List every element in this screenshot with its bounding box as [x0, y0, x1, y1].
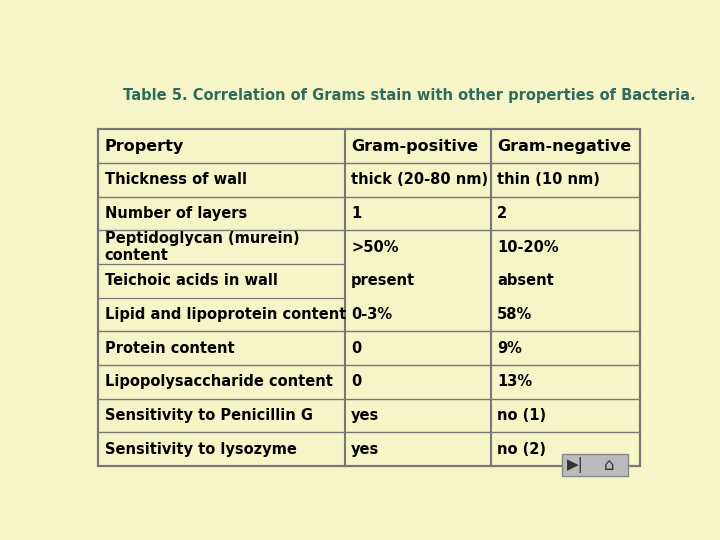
- Text: no (1): no (1): [498, 408, 546, 423]
- Text: 0: 0: [351, 374, 361, 389]
- Text: Sensitivity to Penicillin G: Sensitivity to Penicillin G: [105, 408, 313, 423]
- Text: Thickness of wall: Thickness of wall: [105, 172, 247, 187]
- Text: Lipid and lipoprotein content: Lipid and lipoprotein content: [105, 307, 346, 322]
- Text: thin (10 nm): thin (10 nm): [498, 172, 600, 187]
- Text: no (2): no (2): [498, 442, 546, 457]
- Text: 0: 0: [351, 341, 361, 356]
- Text: Table 5. Correlation of Grams stain with other properties of Bacteria.: Table 5. Correlation of Grams stain with…: [124, 87, 696, 103]
- Text: absent: absent: [498, 273, 554, 288]
- Text: yes: yes: [351, 408, 379, 423]
- Text: 2: 2: [498, 206, 508, 221]
- Text: Lipopolysaccharide content: Lipopolysaccharide content: [105, 374, 333, 389]
- Text: Gram-positive: Gram-positive: [351, 139, 478, 153]
- Text: Gram-negative: Gram-negative: [498, 139, 631, 153]
- Text: ▶|: ▶|: [567, 457, 584, 473]
- Text: ⌂: ⌂: [603, 456, 614, 474]
- Text: present: present: [351, 273, 415, 288]
- Text: 1: 1: [351, 206, 361, 221]
- Text: Teichoic acids in wall: Teichoic acids in wall: [105, 273, 278, 288]
- Polygon shape: [99, 129, 639, 466]
- Text: yes: yes: [351, 442, 379, 457]
- Text: 9%: 9%: [498, 341, 522, 356]
- Text: Number of layers: Number of layers: [105, 206, 247, 221]
- Text: 13%: 13%: [498, 374, 532, 389]
- Text: 58%: 58%: [498, 307, 533, 322]
- Text: 0-3%: 0-3%: [351, 307, 392, 322]
- Text: 10-20%: 10-20%: [498, 240, 559, 255]
- Text: >50%: >50%: [351, 240, 399, 255]
- Text: Peptidoglycan (murein)
content: Peptidoglycan (murein) content: [105, 231, 300, 264]
- Text: thick (20-80 nm): thick (20-80 nm): [351, 172, 488, 187]
- FancyBboxPatch shape: [562, 454, 629, 476]
- Text: Sensitivity to lysozyme: Sensitivity to lysozyme: [105, 442, 297, 457]
- Text: Protein content: Protein content: [105, 341, 235, 356]
- Text: Property: Property: [105, 139, 184, 153]
